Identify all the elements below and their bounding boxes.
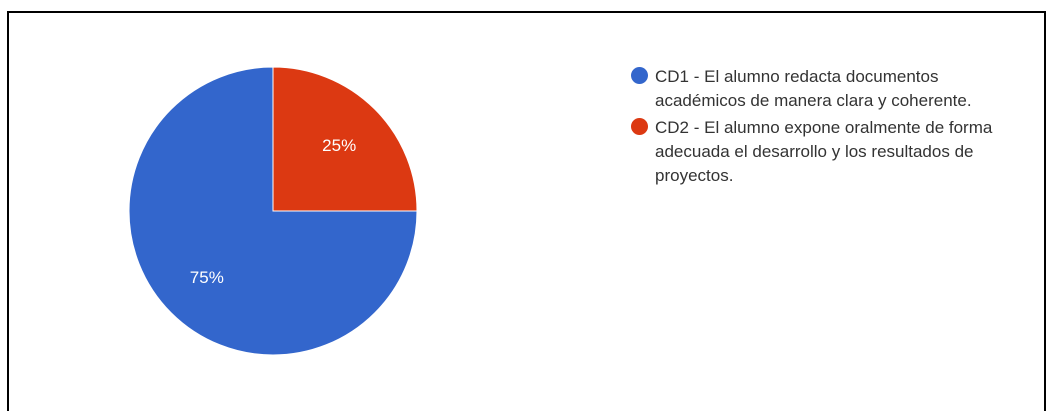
pie-slice-labels: 75% 25%	[190, 136, 356, 287]
legend-swatch-cd1	[631, 67, 648, 84]
legend-item-cd2: CD2 - El alumno expone oralmente de form…	[625, 116, 1005, 188]
pie-slice-cd1	[128, 66, 418, 356]
pie-slice-cd2	[272, 66, 418, 212]
legend-label-cd2: CD2 - El alumno expone oralmente de form…	[655, 118, 993, 185]
legend-item-cd1: CD1 - El alumno redacta documentos acadé…	[625, 65, 1005, 113]
legend-swatch-cd2	[631, 118, 648, 135]
legend-label-cd1: CD1 - El alumno redacta documentos acadé…	[655, 67, 972, 110]
slice-label-cd1: 75%	[190, 268, 224, 287]
pie-slices	[128, 66, 418, 356]
slice-label-cd2: 25%	[322, 136, 356, 155]
chart-legend: CD1 - El alumno redacta documentos acadé…	[625, 65, 1005, 191]
